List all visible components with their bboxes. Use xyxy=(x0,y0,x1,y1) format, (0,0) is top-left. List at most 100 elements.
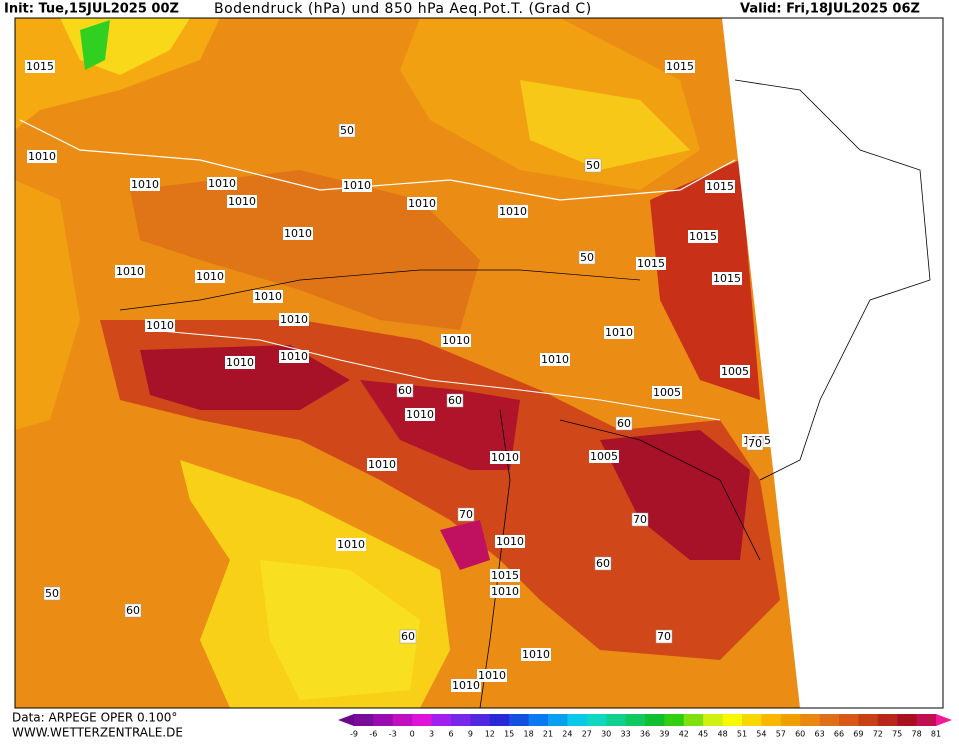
temp-label-box xyxy=(594,556,612,571)
colorbar-tick-label: 0 xyxy=(410,730,415,739)
colorbar-tick-label: 51 xyxy=(737,730,747,739)
colorbar-tick-label: 21 xyxy=(543,730,553,739)
colorbar-tick-label: 54 xyxy=(756,730,766,739)
pressure-label: 1010 xyxy=(254,290,282,303)
colorbar-swatch xyxy=(664,714,685,726)
pressure-label: 1010 xyxy=(406,408,434,421)
temp-label-box xyxy=(43,586,61,601)
colorbar-swatch xyxy=(877,714,898,726)
pressure-label: 1015 xyxy=(637,257,665,270)
colorbar-swatch xyxy=(645,714,665,726)
temp-label-box xyxy=(399,629,417,644)
pressure-label: 1010 xyxy=(343,179,371,192)
colorbar-swatch xyxy=(916,714,937,726)
pressure-label-box xyxy=(407,197,437,210)
colorbar-swatch xyxy=(489,714,510,726)
temp-label-box xyxy=(631,512,649,527)
pressure-label-box xyxy=(495,535,525,548)
pressure-label-box xyxy=(441,334,471,347)
colorbar-tick-label: 78 xyxy=(912,730,922,739)
temp-label: 50 xyxy=(340,124,354,137)
colorbar-tick-label: 3 xyxy=(429,730,434,739)
pressure-label-box xyxy=(705,180,735,193)
colorbar-swatch xyxy=(761,714,782,726)
pressure-label-box xyxy=(477,669,507,682)
map-labels: 1015 1010 1010 1010 1010 1010 1010 1010 1010 1010… xyxy=(25,60,772,692)
pressure-label-box xyxy=(604,326,634,339)
pressure-label-box xyxy=(720,365,750,378)
colorbar-tick-label: 36 xyxy=(640,730,650,739)
pressure-label: 1015 xyxy=(689,230,717,243)
colorbar-swatch xyxy=(839,714,859,726)
pressure-label-box xyxy=(336,538,366,551)
pressure-label: 1010 xyxy=(116,265,144,278)
colorbar-swatch xyxy=(722,714,743,726)
temp-label: 50 xyxy=(45,587,59,600)
colorbar-tick-label: 18 xyxy=(524,730,534,739)
temp-label: 60 xyxy=(401,630,415,643)
colorbar-tick-label: 57 xyxy=(776,730,786,739)
pressure-label: 1010 xyxy=(280,350,308,363)
pressure-label: 1010 xyxy=(522,648,550,661)
pressure-label-box xyxy=(490,585,520,598)
pressure-label-box xyxy=(253,290,283,303)
pressure-label-box xyxy=(227,195,257,208)
colorbar-swatch xyxy=(567,714,588,726)
pressure-label: 1010 xyxy=(541,353,569,366)
colorbar-tick-label: -3 xyxy=(389,730,397,739)
pressure-label-box xyxy=(712,272,742,285)
colorbar-tick-label: 6 xyxy=(448,730,453,739)
pressure-label: 1010 xyxy=(605,326,633,339)
colorbar-swatch xyxy=(451,714,471,726)
colorbar-swatch xyxy=(470,714,491,726)
temp-label: 70 xyxy=(633,513,647,526)
colorbar-swatch xyxy=(703,714,724,726)
pressure-label: 1010 xyxy=(491,585,519,598)
temp-label: 60 xyxy=(596,557,610,570)
colorbar-swatch xyxy=(412,714,433,726)
pressure-label: 1015 xyxy=(491,569,519,582)
init-time: Init: Tue,15JUL2025 00Z xyxy=(4,2,179,17)
pressure-label: 1010 xyxy=(442,334,470,347)
pressure-label-box xyxy=(145,319,175,332)
pressure-label: 1005 xyxy=(721,365,749,378)
pressure-label: 1010 xyxy=(284,227,312,240)
colorbar-swatch xyxy=(780,714,801,726)
pressure-label: 1010 xyxy=(337,538,365,551)
colorbar-swatch xyxy=(897,714,918,726)
colorbar-tick-label: 27 xyxy=(582,730,592,739)
colorbar-swatch xyxy=(606,714,627,726)
temp-label-box xyxy=(396,383,414,398)
colorbar-tick-label: 63 xyxy=(815,730,825,739)
pressure-label-box xyxy=(540,353,570,366)
colorbar-tick-label: 45 xyxy=(698,730,708,739)
colorbar-swatch xyxy=(742,714,762,726)
pressure-label-box xyxy=(451,679,481,692)
colorbar-swatch xyxy=(819,714,840,726)
pressure-label-box xyxy=(665,60,695,73)
colorbar-tick-label: 15 xyxy=(504,730,514,739)
colorbar-tick-label: 30 xyxy=(601,730,611,739)
pressure-label-box xyxy=(115,265,145,278)
colorbar-tick-label: 42 xyxy=(679,730,689,739)
colorbar-swatch xyxy=(683,714,704,726)
pressure-label-box xyxy=(490,569,520,582)
colorbar-tick-label: -6 xyxy=(369,730,377,739)
colorbar-tick-label: 75 xyxy=(892,730,902,739)
pressure-label-box xyxy=(279,350,309,363)
pressure-label-box xyxy=(589,450,619,463)
colorbar-swatch xyxy=(800,714,821,726)
pressure-label-box xyxy=(367,458,397,471)
colorbar-swatch xyxy=(858,714,879,726)
pressure-label: 1005 xyxy=(653,386,681,399)
pressure-label: 1010 xyxy=(499,205,527,218)
pressure-label-box xyxy=(498,205,528,218)
pressure-label-box xyxy=(25,60,55,73)
pressure-label: 1010 xyxy=(208,177,236,190)
pressure-label: 1010 xyxy=(408,197,436,210)
temp-label-box xyxy=(746,436,764,451)
pressure-label: 1010 xyxy=(226,356,254,369)
colorbar-swatch xyxy=(431,714,452,726)
colorbar-tick-label: 72 xyxy=(873,730,883,739)
